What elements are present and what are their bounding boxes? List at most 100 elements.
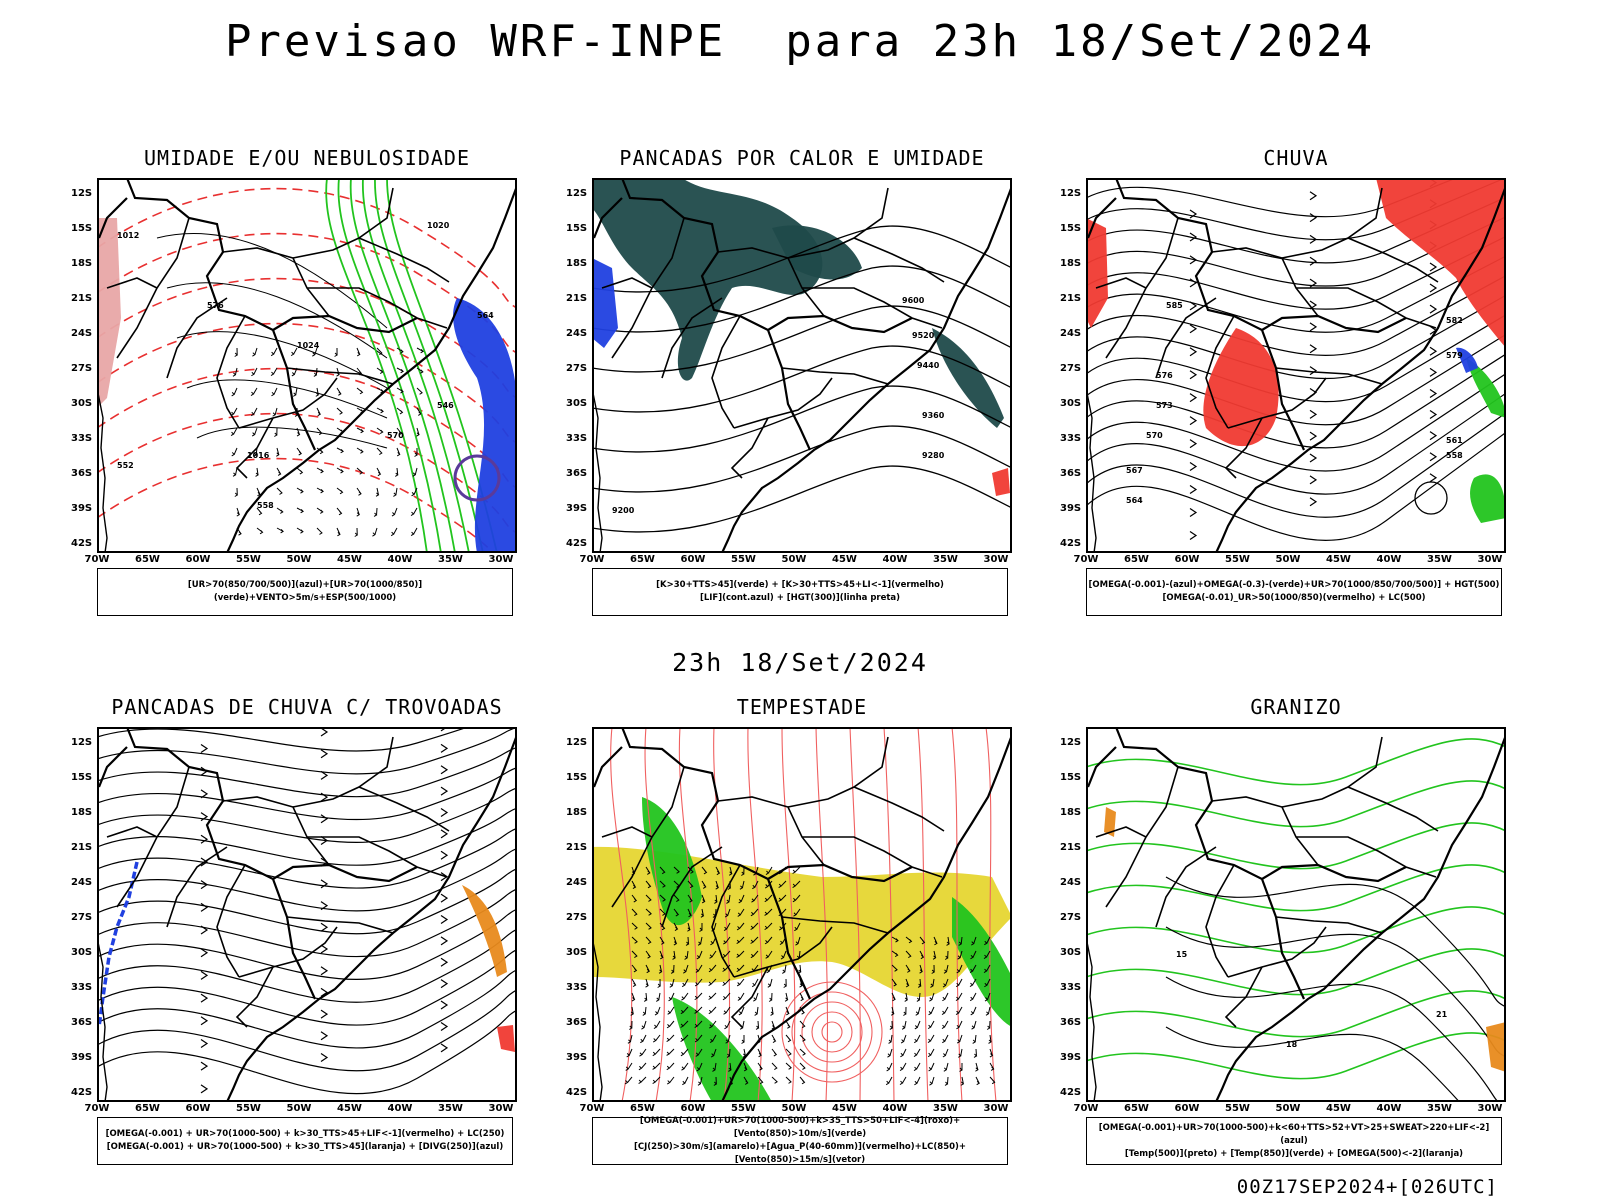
wind-vector: [687, 880, 694, 889]
lat-label: 39S: [1060, 1052, 1082, 1063]
map-panel-trovoadas: [97, 727, 517, 1102]
omega-green-area: [1466, 358, 1506, 418]
state-border: [661, 297, 723, 379]
wind-vector: [232, 467, 238, 477]
wind-vector: [666, 1020, 675, 1029]
wind-vector: [270, 347, 278, 357]
contour-label: 558: [1446, 451, 1463, 460]
contour-label: 561: [1446, 436, 1463, 445]
omega-orange-area: [1486, 1022, 1506, 1072]
wind-vector: [681, 1062, 689, 1071]
wind-vector: [785, 1076, 792, 1084]
wind-vector: [412, 467, 418, 477]
wind-vector: [728, 1062, 732, 1072]
wind-vector: [631, 950, 638, 958]
wind-vector: [957, 950, 963, 960]
streamline-arrow: [440, 829, 449, 839]
contour-label: 1020: [427, 221, 450, 230]
wind-vector: [955, 978, 963, 988]
wind-vector: [687, 922, 691, 932]
lon-label: 55W: [1225, 1103, 1250, 1114]
state-border: [307, 287, 448, 329]
wind-vector: [943, 964, 949, 974]
wind-vector: [316, 527, 323, 535]
lon-label: 50W: [286, 1103, 312, 1114]
wind-vector: [654, 1006, 661, 1016]
wind-vector: [972, 1034, 977, 1044]
wind-vector: [959, 1062, 963, 1072]
contour-label: 552: [117, 461, 134, 470]
pacific-coastline: [1086, 387, 1097, 553]
streamline: [97, 989, 517, 1072]
wind-vector: [645, 922, 652, 930]
wind-vector: [645, 936, 652, 945]
streamline-arrow: [440, 957, 449, 967]
wind-850-green-area: [952, 897, 1012, 1027]
wind-vector: [989, 1076, 996, 1085]
streamline-arrow: [440, 893, 449, 903]
wind-vector: [234, 347, 239, 357]
streamline-arrow: [1189, 232, 1198, 242]
wind-vector: [276, 507, 284, 514]
wind-vector: [316, 507, 324, 514]
state-border: [125, 178, 317, 451]
wind-vector: [292, 387, 298, 397]
coastline: [721, 178, 1012, 553]
wind-vector: [696, 950, 703, 960]
wind-vector: [256, 487, 261, 497]
wind-vector: [956, 1020, 963, 1030]
lon-label: 30W: [1477, 1103, 1503, 1114]
hgt300-contour: [592, 465, 1012, 533]
map-background: [97, 727, 517, 1102]
wind-vector: [890, 1006, 895, 1016]
wind-vector: [709, 1034, 717, 1044]
state-border: [1095, 277, 1147, 289]
wind-vector: [988, 1034, 992, 1044]
wind-vector: [736, 964, 745, 973]
wind-vector: [927, 1020, 935, 1030]
streamline-arrow: [200, 970, 209, 980]
streamline-arrow: [1309, 256, 1318, 266]
lat-label: 27S: [1060, 363, 1082, 374]
wind-vector: [673, 866, 680, 874]
legend-box: [OMEGA(-0.001)+UR>70(1000-500)+k>35_TTS>…: [592, 1116, 1008, 1165]
lat-label: 27S: [71, 912, 93, 923]
streamline-850: [883, 727, 895, 1102]
temp850-contour: [1086, 990, 1506, 1038]
wind-vector: [250, 407, 258, 417]
wind-vector: [743, 1076, 749, 1085]
wind-vector: [715, 866, 721, 876]
streamline: [1086, 392, 1506, 495]
wind-vector: [411, 487, 418, 497]
wind-vector: [659, 950, 664, 960]
lat-label: 33S: [71, 982, 93, 993]
lon-label: 55W: [236, 554, 261, 565]
lon-label: 70W: [1073, 1103, 1099, 1114]
wind-vector: [891, 936, 899, 943]
humidity-contour-green: [362, 178, 470, 553]
lon-label: 65W: [1124, 554, 1149, 565]
streamline-arrow: [320, 987, 329, 997]
streamline: [97, 727, 470, 752]
lat-label: 39S: [1060, 503, 1082, 514]
wind-vector: [645, 964, 651, 974]
lon-label: 45W: [337, 554, 362, 565]
wind-vector: [887, 1048, 893, 1058]
wind-vector: [757, 1048, 762, 1058]
wind-vector: [356, 427, 364, 434]
map-panel-umidade: 1012 1016 1020 1024 576 570 564 558 552 546: [97, 178, 517, 553]
streamline-arrow: [320, 792, 329, 802]
lat-label: 33S: [566, 982, 588, 993]
wind-vector: [645, 894, 652, 902]
wind-vector: [931, 964, 935, 974]
wind-vector: [778, 880, 787, 888]
panel-title: GRANIZO: [1250, 695, 1342, 719]
wind-vector: [770, 1006, 774, 1016]
state-border: [235, 417, 274, 479]
streamline-arrow: [1309, 213, 1318, 223]
wind-vector: [794, 922, 801, 932]
wind-vector: [725, 1034, 731, 1044]
wind-vector: [701, 894, 706, 904]
wind-vector: [771, 1048, 778, 1057]
wind-vector: [336, 447, 344, 454]
